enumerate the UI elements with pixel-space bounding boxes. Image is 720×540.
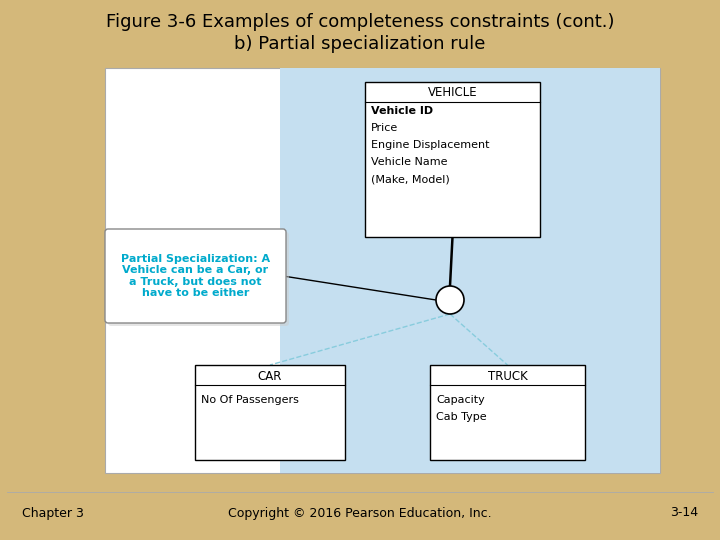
Text: Price: Price [371, 123, 398, 133]
Text: VEHICLE: VEHICLE [428, 86, 477, 99]
FancyBboxPatch shape [365, 82, 540, 237]
Text: Figure 3-6 Examples of completeness constraints (cont.): Figure 3-6 Examples of completeness cons… [106, 13, 614, 31]
FancyBboxPatch shape [195, 365, 345, 460]
Text: Engine Displacement: Engine Displacement [371, 140, 490, 150]
Text: b) Partial specialization rule: b) Partial specialization rule [234, 35, 486, 53]
FancyBboxPatch shape [430, 365, 585, 460]
Text: Chapter 3: Chapter 3 [22, 507, 84, 519]
Text: CAR: CAR [258, 369, 282, 382]
FancyBboxPatch shape [105, 68, 660, 473]
Text: Vehicle Name: Vehicle Name [371, 157, 448, 167]
Text: Vehicle ID: Vehicle ID [371, 106, 433, 116]
FancyBboxPatch shape [280, 68, 660, 473]
FancyBboxPatch shape [108, 232, 289, 326]
Text: Partial Specialization: A
Vehicle can be a Car, or
a Truck, but does not
have to: Partial Specialization: A Vehicle can be… [121, 254, 270, 299]
Text: Copyright © 2016 Pearson Education, Inc.: Copyright © 2016 Pearson Education, Inc. [228, 507, 492, 519]
Circle shape [436, 286, 464, 314]
Text: No Of Passengers: No Of Passengers [201, 395, 299, 405]
Text: Capacity: Capacity [436, 395, 485, 405]
Text: Cab Type: Cab Type [436, 412, 487, 422]
Text: TRUCK: TRUCK [487, 369, 527, 382]
Text: 3-14: 3-14 [670, 507, 698, 519]
FancyBboxPatch shape [105, 229, 286, 323]
Text: (Make, Model): (Make, Model) [371, 174, 450, 184]
